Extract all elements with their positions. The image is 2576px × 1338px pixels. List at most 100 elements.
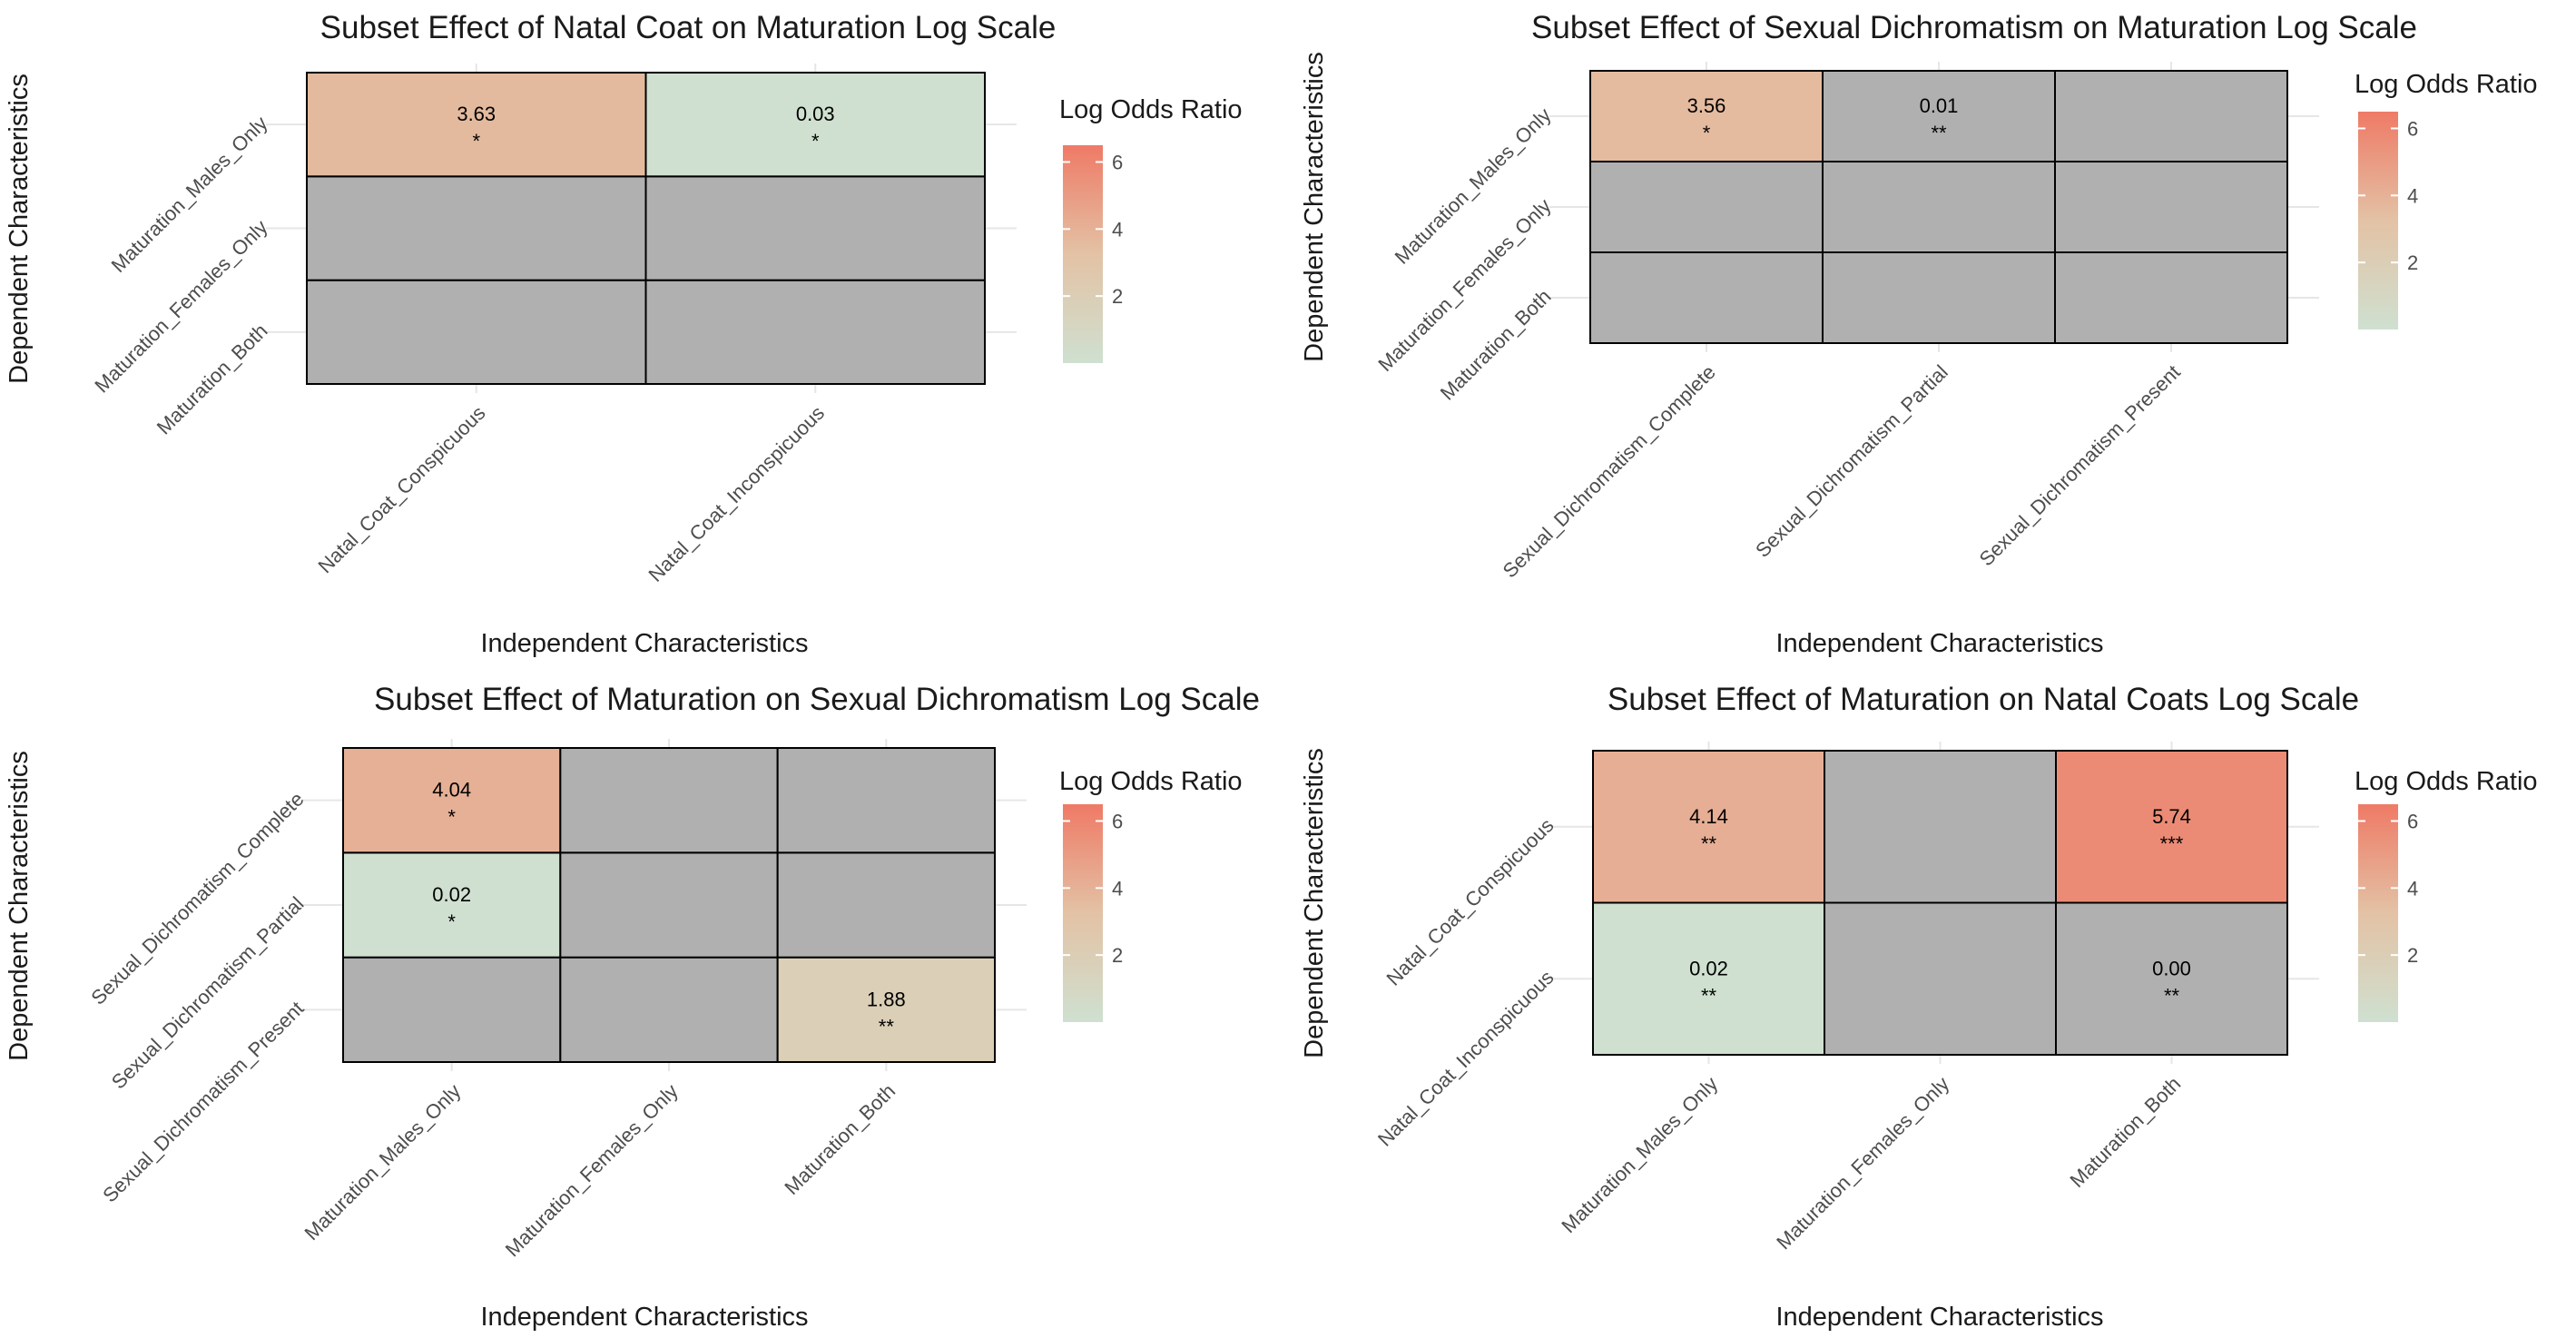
heatmap-cell-sexual-dichromatism-present-maturation-both [2054,251,2288,344]
legend-colorbar [1063,145,1103,363]
legend-tick-label: 6 [1112,810,1123,832]
legend-title: Log Odds Ratio [1059,767,1243,796]
legend-tick-label: 4 [1112,877,1123,900]
legend-tick-label: 4 [2407,877,2418,900]
cell-value-label: 3.56 [1687,94,1726,117]
color-legend: Log Odds Ratio 2 4 6 [1059,767,1243,1022]
heatmap-cell-sexual-dichromatism-complete-maturation-females-only [1589,161,1824,253]
heatmap-cell-maturation-both-natal-coat-conspicuous [2055,750,2288,904]
heatmap-cell-sexual-dichromatism-partial-maturation-females-only [1822,161,2056,253]
y-axis-title: Dependent Characteristics [1300,52,1329,362]
heatmap-cell-maturation-both-sexual-dichromatism-present [776,956,997,1063]
cell-value-label: 0.01 [1920,94,1959,117]
x-tick-label: Natal_Coat_Inconspicuous [644,401,829,586]
y-tick-label: Natal_Coat_Inconspicuous [1373,966,1558,1151]
y-tick-label: Maturation_Females_Only [1373,194,1555,376]
cell-value-label: 0.02 [1689,957,1728,979]
chart-title: Subset Effect of Natal Coat on Maturatio… [320,10,1057,45]
legend-tick-label: 2 [2407,251,2418,274]
legend-tick-label: 6 [2407,117,2418,140]
cell-significance-label: * [447,910,456,933]
y-tick-label: Sexual_Dichromatism_Present [98,997,308,1206]
heatmap-cell-maturation-both-sexual-dichromatism-complete [776,747,997,854]
cell-value-label: 5.74 [2152,805,2191,828]
heatmap-panel-3: 1.88 ** 0.02 * 4.04 * Subset Effect of Maturat… [5,682,1260,1332]
color-legend: Log Odds Ratio 2 4 6 [2355,767,2538,1022]
heatmap-cell-sexual-dichromatism-present-maturation-males-only [2054,70,2288,162]
legend-colorbar [2358,804,2398,1022]
heatmap-cell-natal-coat-conspicuous-maturation-females-only [306,175,647,281]
heatmap-cell-maturation-males-only-sexual-dichromatism-present [342,956,562,1063]
cell-value-label: 4.04 [432,779,471,802]
y-axis-title: Dependent Characteristics [5,751,34,1061]
legend-title: Log Odds Ratio [2355,767,2538,796]
cell-significance-label: *** [2160,832,2184,855]
heatmap-cell-maturation-females-only-sexual-dichromatism-complete [559,747,779,854]
legend-title: Log Odds Ratio [1059,95,1243,124]
x-axis-title: Independent Characteristics [480,1303,808,1332]
cell-significance-label: ** [2164,984,2180,1007]
heatmap-cell-maturation-females-only-natal-coat-inconspicuous [1824,901,2057,1056]
y-tick-label: Maturation_Females_Only [90,215,271,397]
heatmap-cell-sexual-dichromatism-partial-maturation-both [1822,251,2056,344]
y-axis-title: Dependent Characteristics [5,74,34,384]
x-tick-label: Maturation_Both [780,1079,900,1199]
x-tick-label: Maturation_Males_Only [300,1079,466,1245]
legend-colorbar [2358,112,2398,330]
cell-significance-label: * [811,130,820,152]
heatmap-cell-natal-coat-inconspicuous-maturation-females-only [644,175,986,281]
x-tick-label: Sexual_Dichromatism_Complete [1499,360,1720,582]
heatmap-cell-maturation-females-only-natal-coat-conspicuous [1824,750,2057,904]
heatmap-cell-maturation-both-sexual-dichromatism-partial [776,851,997,959]
legend-title: Log Odds Ratio [2355,70,2538,99]
legend-colorbar [1063,804,1103,1022]
heatmap-cell-maturation-males-only-natal-coat-conspicuous [1592,750,1825,904]
x-tick-label: Natal_Coat_Conspicuous [313,401,489,577]
cell-value-label: 0.02 [432,883,471,906]
heatmap-cell-sexual-dichromatism-present-maturation-females-only [2054,161,2288,253]
heatmap-cell-natal-coat-conspicuous-maturation-both [306,279,647,385]
chart-title: Subset Effect of Maturation on Natal Coa… [1608,682,2359,717]
heatmap-cell-maturation-females-only-sexual-dichromatism-present [559,956,779,1063]
heatmap-cell-sexual-dichromatism-complete-maturation-males-only [1589,70,1824,162]
legend-tick-label: 2 [2407,944,2418,967]
heatmap-cell-natal-coat-inconspicuous-maturation-both [644,279,986,385]
legend-tick-label: 2 [1112,285,1123,308]
legend-tick-label: 4 [2407,184,2418,207]
color-legend: Log Odds Ratio 2 4 6 [2355,70,2538,330]
cell-significance-label: * [447,806,456,829]
x-tick-label: Maturation_Females_Only [501,1079,683,1261]
x-tick-label: Maturation_Males_Only [1557,1072,1722,1237]
heatmap-cell-maturation-both-natal-coat-inconspicuous [2055,901,2288,1056]
y-axis-title: Dependent Characteristics [1300,748,1329,1058]
cell-value-label: 1.88 [867,988,906,1010]
y-tick-label: Natal_Coat_Conspicuous [1381,814,1558,990]
x-axis-title: Independent Characteristics [1775,1303,2103,1332]
x-tick-label: Maturation_Females_Only [1772,1072,1953,1254]
heatmap-cell-sexual-dichromatism-complete-maturation-both [1589,251,1824,344]
cell-significance-label: ** [1701,832,1717,855]
cell-value-label: 4.14 [1689,805,1728,828]
y-tick-label: Maturation_Both [152,320,272,439]
y-tick-label: Sexual_Dichromatism_Complete [86,788,308,1009]
x-axis-title: Independent Characteristics [1775,629,2103,658]
cell-significance-label: ** [879,1015,895,1038]
chart-title: Subset Effect of Maturation on Sexual Di… [374,682,1260,717]
cell-significance-label: ** [1701,984,1717,1007]
cell-significance-label: ** [1931,122,1947,144]
x-tick-label: Maturation_Both [2066,1072,2186,1192]
heatmap-cell-maturation-females-only-sexual-dichromatism-partial [559,851,779,959]
y-tick-label: Sexual_Dichromatism_Partial [107,892,309,1094]
cell-significance-label: * [472,130,480,152]
y-tick-label: Maturation_Males_Only [1391,103,1556,269]
x-tick-label: Sexual_Dichromatism_Present [1975,360,2185,570]
heatmap-panel-1: 3.63 * 0.03 * Subset Effect of Natal Coat on… [5,10,1243,658]
chart-title: Subset Effect of Sexual Dichromatism on … [1531,10,2417,45]
legend-tick-label: 6 [2407,810,2418,832]
cell-significance-label: * [1703,122,1711,144]
cell-value-label: 0.03 [796,103,835,125]
heatmap-cell-natal-coat-inconspicuous-maturation-males-only [644,72,986,178]
legend-tick-label: 4 [1112,218,1123,241]
x-tick-label: Sexual_Dichromatism_Partial [1751,360,1952,562]
